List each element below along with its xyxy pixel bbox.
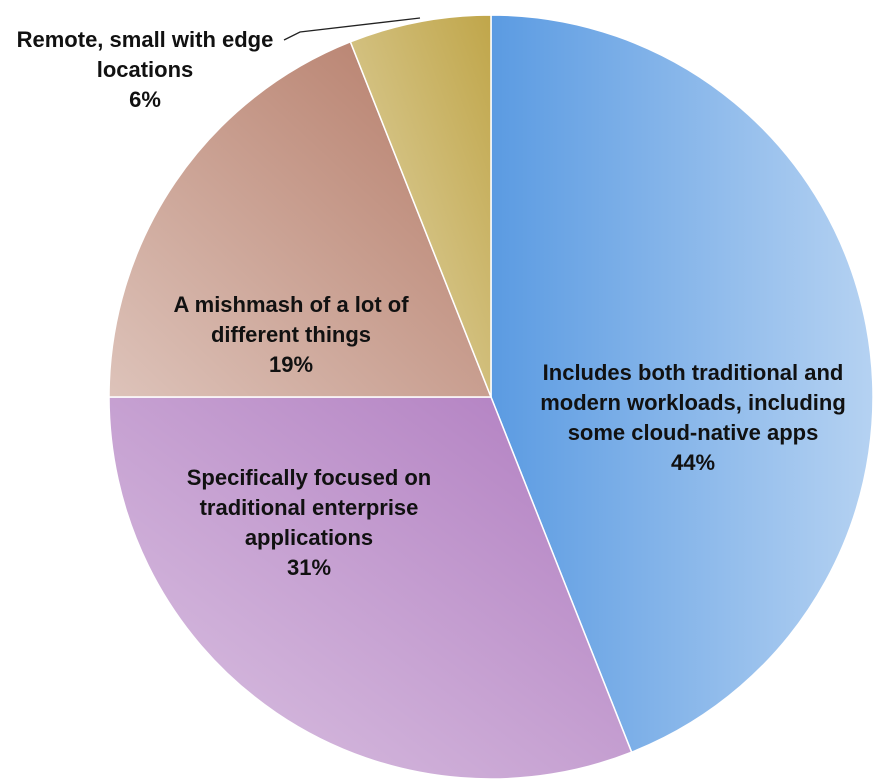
value-label: 31% [286,555,332,580]
category-label: A mishmash of a lot of different things [173,292,409,347]
leader-line [283,17,421,41]
slice-label: Remote, small with edge locations 6% [0,25,290,115]
value-label: 19% [268,352,314,377]
category-label: Remote, small with edge locations [16,27,274,82]
slice-label: Specifically focused on traditional ente… [144,463,474,583]
slice-label: Includes both traditional and modern wor… [528,358,858,478]
value-label: 44% [670,450,716,475]
category-label: Specifically focused on traditional ente… [186,465,432,550]
category-label: Includes both traditional and modern wor… [540,360,846,445]
slice-label: A mishmash of a lot of different things 1… [131,290,451,380]
value-label: 6% [129,87,161,112]
